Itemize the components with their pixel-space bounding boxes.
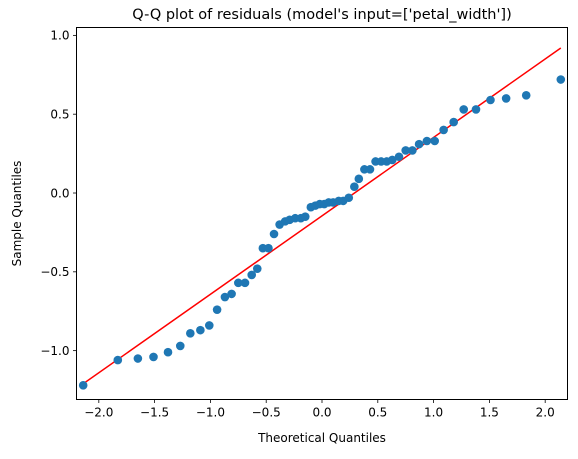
data-point — [264, 243, 273, 253]
x-tick-label: 0.5 — [368, 406, 387, 420]
data-point — [414, 139, 424, 149]
y-tick-label: 1.0 — [50, 29, 69, 43]
data-point — [521, 90, 531, 100]
x-axis-label: Theoretical Quantiles — [257, 431, 386, 445]
data-point — [350, 182, 359, 191]
reference-line — [82, 47, 562, 385]
y-axis-label: Sample Quantiles — [10, 161, 24, 267]
x-tick-label: −1.5 — [140, 406, 169, 420]
y-tick-label: 0.0 — [50, 186, 69, 200]
data-point — [227, 289, 236, 299]
data-point — [365, 165, 375, 174]
points-layer — [78, 75, 566, 390]
data-point — [344, 193, 354, 203]
x-tick-label: 1.5 — [480, 406, 499, 420]
x-tick-label: −0.5 — [252, 406, 281, 420]
plot-frame — [76, 27, 568, 400]
data-point — [430, 136, 440, 146]
x-axis-ticks: −2.0 −1.5 −1.0 −0.5 0.0 0.5 1.0 1.5 2.0 — [84, 399, 555, 420]
x-tick-label: 0.0 — [312, 406, 331, 420]
data-point — [252, 264, 262, 273]
x-tick-label: −2.0 — [84, 406, 113, 420]
x-tick-label: 2.0 — [536, 406, 555, 420]
data-point — [300, 212, 310, 221]
data-point — [422, 136, 432, 146]
data-point — [556, 75, 566, 84]
data-point — [459, 105, 469, 114]
data-point — [204, 321, 214, 330]
data-point — [354, 174, 364, 184]
data-point — [388, 155, 397, 165]
data-point — [240, 278, 250, 288]
data-point — [408, 146, 417, 155]
data-point — [439, 125, 448, 135]
data-point — [175, 341, 185, 351]
x-tick-label: −1.0 — [196, 406, 225, 420]
data-point — [394, 152, 404, 162]
data-point — [501, 94, 511, 103]
data-point — [471, 105, 481, 114]
data-point — [113, 355, 123, 365]
data-point — [196, 325, 205, 335]
data-point — [220, 292, 230, 302]
data-point — [449, 117, 458, 127]
y-axis-ticks: −1.0 −0.5 0.0 0.5 1.0 — [40, 29, 77, 358]
data-point — [78, 381, 88, 390]
reference-line-layer — [82, 47, 562, 385]
x-tick-label: 1.0 — [424, 406, 443, 420]
chart-title: Q-Q plot of residuals (model's input=['p… — [132, 7, 512, 23]
data-point — [234, 278, 243, 288]
data-point — [486, 95, 495, 105]
data-point — [247, 270, 256, 280]
y-tick-label: −1.0 — [40, 344, 69, 358]
y-tick-label: −0.5 — [40, 265, 69, 279]
y-tick-label: 0.5 — [50, 107, 69, 121]
data-point — [401, 146, 410, 155]
data-point — [212, 305, 222, 314]
data-point — [149, 352, 158, 362]
data-point — [186, 329, 195, 338]
data-point — [133, 354, 143, 363]
data-point — [269, 229, 279, 239]
data-point — [163, 347, 173, 357]
